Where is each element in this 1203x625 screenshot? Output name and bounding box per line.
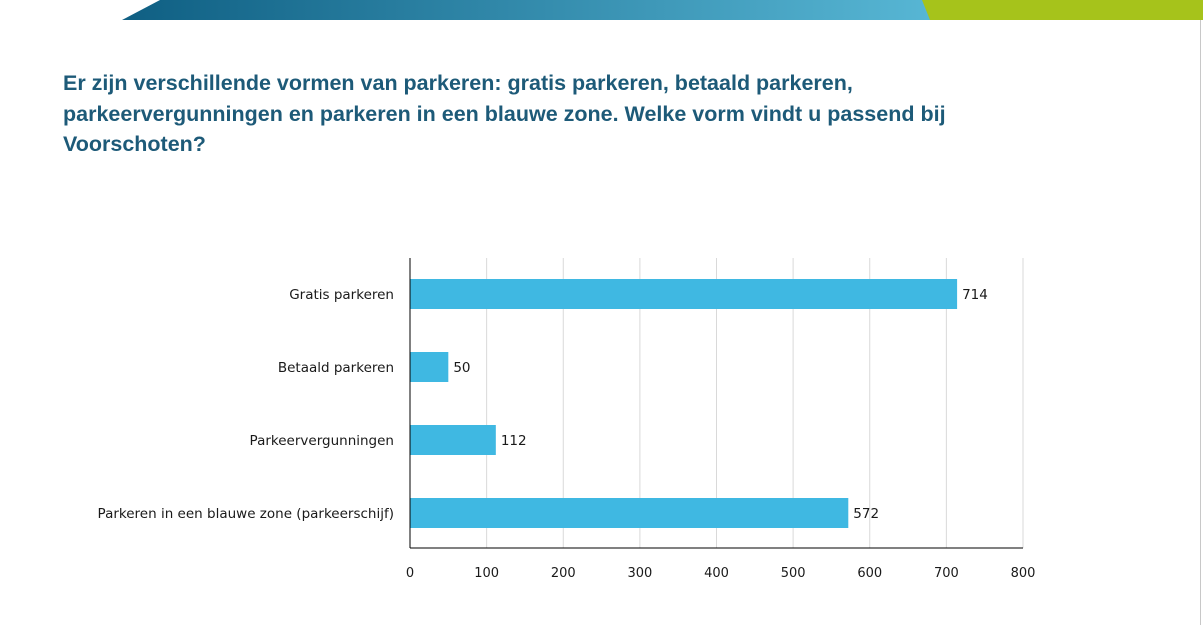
category-label: Gratis parkeren — [289, 287, 394, 303]
category-label: Parkeervergunningen — [250, 433, 394, 449]
slide-border — [1200, 20, 1201, 625]
category-label: Betaald parkeren — [278, 360, 394, 376]
x-tick-label: 0 — [406, 566, 414, 581]
bar — [410, 279, 958, 309]
bar — [410, 425, 496, 455]
value-label: 112 — [501, 433, 527, 449]
value-label: 50 — [453, 360, 470, 376]
bar — [410, 352, 449, 382]
x-tick-label: 100 — [474, 566, 499, 581]
header-band-green — [922, 0, 1203, 20]
page-title: Er zijn verschillende vormen van parkere… — [63, 71, 946, 156]
header-band-blue — [122, 0, 930, 20]
x-tick-label: 600 — [857, 566, 882, 581]
bars — [410, 279, 958, 528]
x-tick-label: 700 — [934, 566, 959, 581]
axes — [409, 258, 1023, 549]
x-tick-label: 800 — [1011, 566, 1036, 581]
labels: 0 100 200 300 400 500 600 700 800 Gratis parkeren… — [98, 287, 1036, 581]
value-label: 714 — [962, 287, 988, 303]
header-band — [122, 0, 1203, 20]
x-tick-label: 400 — [704, 566, 729, 581]
x-tick-label: 500 — [781, 566, 806, 581]
value-label: 572 — [853, 506, 879, 522]
bar — [410, 498, 849, 528]
x-tick-label: 300 — [627, 566, 652, 581]
x-tick-label: 200 — [551, 566, 576, 581]
category-label: Parkeren in een blauwe zone (parkeerschi… — [98, 506, 394, 522]
